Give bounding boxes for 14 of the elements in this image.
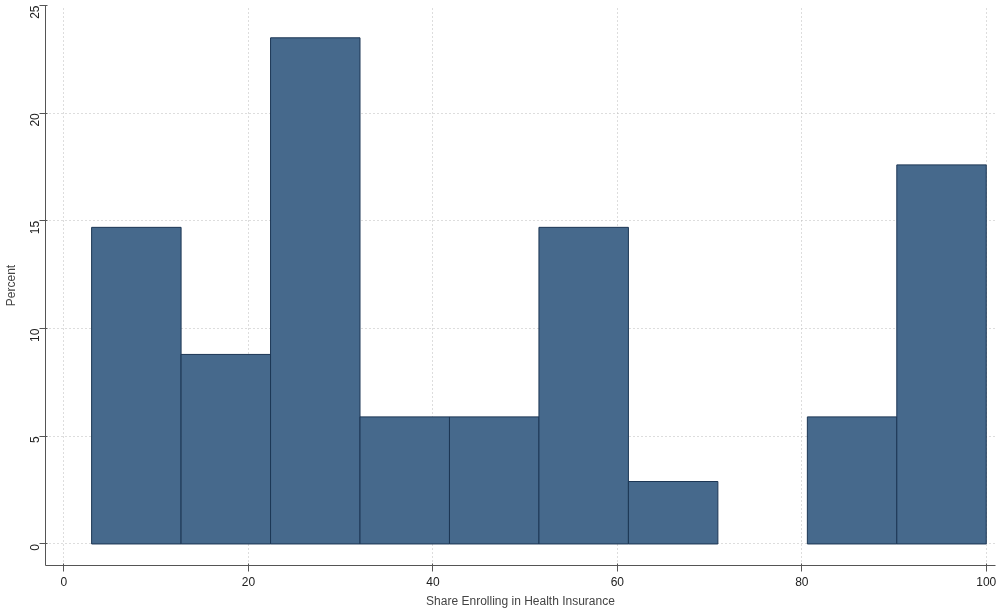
y-tick-label: 25	[28, 5, 42, 19]
y-tick-label: 15	[28, 220, 42, 235]
x-tick-label: 100	[976, 574, 997, 589]
y-axis-title: Percent	[3, 264, 18, 307]
y-tick-label: 10	[28, 328, 42, 342]
x-tick-label: 80	[795, 574, 809, 589]
x-axis-title: Share Enrolling in Health Insurance	[426, 593, 616, 608]
x-tick-label: 40	[426, 574, 440, 589]
x-tick-label: 20	[241, 574, 256, 589]
y-tick-label: 5	[28, 435, 42, 443]
x-tick-label: 60	[610, 574, 625, 589]
y-tick-label: 0	[28, 543, 42, 551]
x-tick-label: 0	[60, 574, 68, 589]
y-tick-label: 20	[28, 112, 42, 127]
